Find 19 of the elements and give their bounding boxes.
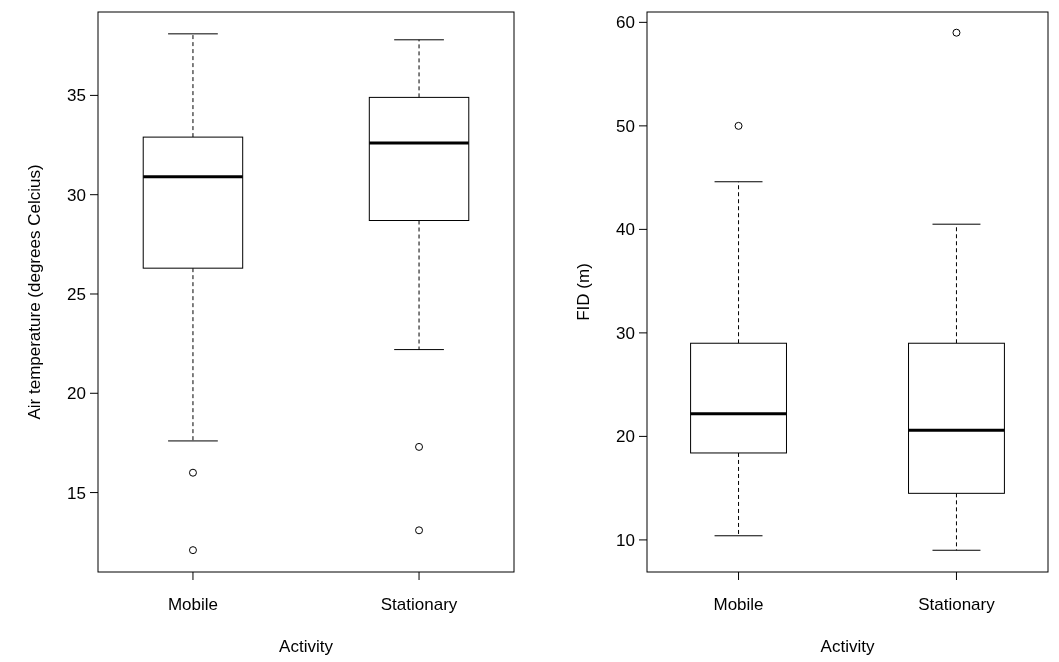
y-tick-label: 30 bbox=[616, 323, 635, 343]
y-axis-title: Air temperature (degrees Celcius) bbox=[25, 164, 44, 420]
x-tick-label: Mobile bbox=[167, 595, 218, 614]
y-tick-label: 20 bbox=[67, 384, 86, 404]
y-tick-label: 15 bbox=[67, 483, 86, 503]
x-tick-label: Stationary bbox=[918, 595, 996, 614]
y-tick-label: 25 bbox=[67, 284, 86, 304]
y-tick-label: 35 bbox=[67, 86, 86, 106]
y-tick-label: 60 bbox=[616, 13, 635, 33]
y-tick-label: 50 bbox=[616, 116, 635, 136]
y-tick-label: 10 bbox=[616, 530, 635, 550]
x-axis-title: Activity bbox=[279, 637, 334, 656]
y-axis-title: FID (m) bbox=[574, 263, 593, 321]
x-tick-label: Mobile bbox=[713, 595, 764, 614]
x-tick-label: Stationary bbox=[380, 595, 458, 614]
y-tick-label: 30 bbox=[67, 185, 86, 205]
y-tick-label: 40 bbox=[616, 220, 635, 240]
x-axis-title: Activity bbox=[820, 637, 875, 656]
y-tick-label: 20 bbox=[616, 427, 635, 447]
